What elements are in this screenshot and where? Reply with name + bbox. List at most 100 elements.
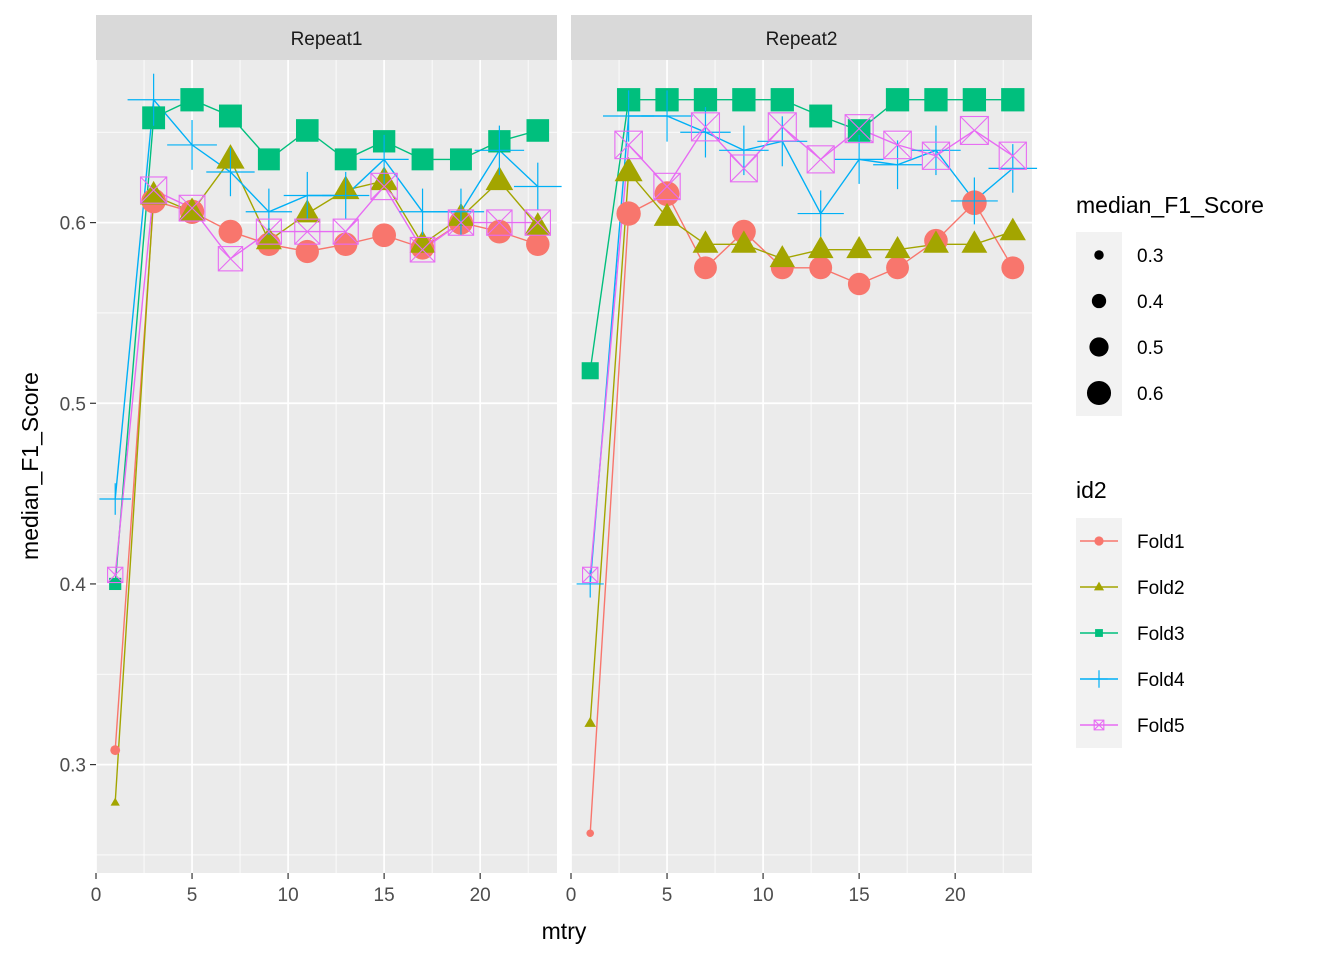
point-fold3 bbox=[581, 362, 599, 380]
x-tick-label: 15 bbox=[849, 885, 870, 906]
color-legend-key bbox=[1093, 719, 1105, 731]
color-legend-key bbox=[1094, 536, 1104, 546]
point-fold4 bbox=[513, 162, 562, 211]
color-legend-keys bbox=[1080, 536, 1118, 731]
panel-repeat1: Repeat1 0 5 10 15 20 bbox=[91, 15, 562, 906]
point-fold3 bbox=[180, 88, 204, 112]
point-fold2 bbox=[485, 166, 514, 191]
point-fold5 bbox=[844, 114, 874, 144]
point-fold2 bbox=[653, 202, 681, 226]
point-fold2 bbox=[961, 230, 988, 253]
plot-area-repeat1 bbox=[96, 60, 557, 873]
point-fold3 bbox=[962, 88, 987, 112]
x-tick-label: 10 bbox=[753, 885, 774, 906]
point-fold4 bbox=[873, 140, 922, 190]
point-fold1 bbox=[616, 201, 641, 226]
point-fold2 bbox=[807, 235, 834, 259]
point-fold3 bbox=[732, 88, 756, 112]
point-fold5 bbox=[524, 209, 551, 236]
size-legend-title: median_F1_Score bbox=[1076, 192, 1264, 218]
point-fold3 bbox=[411, 148, 434, 171]
x-tick-label: 20 bbox=[470, 885, 491, 906]
x-tick-label: 10 bbox=[278, 885, 299, 906]
point-fold2 bbox=[409, 230, 436, 253]
color-legend-label-fold3: Fold3 bbox=[1137, 624, 1185, 645]
x-ticks-repeat2: 0 5 10 15 20 bbox=[566, 873, 966, 906]
point-fold5 bbox=[582, 566, 599, 584]
x-tick-label: 0 bbox=[566, 885, 577, 906]
plot-area-repeat2 bbox=[571, 60, 1032, 873]
size-legend-label-2: 0.5 bbox=[1137, 338, 1163, 359]
color-legend-key bbox=[1090, 670, 1108, 688]
point-fold1 bbox=[372, 223, 397, 248]
point-fold5 bbox=[255, 218, 282, 245]
point-fold1 bbox=[654, 181, 680, 207]
point-fold4 bbox=[99, 483, 131, 515]
point-fold2 bbox=[769, 245, 796, 268]
point-fold5 bbox=[998, 141, 1027, 170]
point-fold5 bbox=[690, 112, 721, 142]
point-fold5 bbox=[729, 154, 758, 183]
point-fold2 bbox=[584, 716, 597, 727]
panel-repeat2: Repeat2 0 5 10 15 20 bbox=[566, 15, 1038, 906]
series-points-repeat1 bbox=[99, 73, 562, 806]
point-fold5 bbox=[883, 130, 912, 160]
size-legend-key bbox=[1089, 337, 1109, 357]
point-fold5 bbox=[447, 209, 475, 236]
strip-label-repeat2: Repeat2 bbox=[766, 29, 838, 50]
point-fold5 bbox=[217, 246, 244, 272]
y-tick-label: 0.4 bbox=[60, 575, 87, 596]
point-fold2 bbox=[846, 235, 872, 259]
point-fold4 bbox=[911, 125, 961, 176]
point-fold4 bbox=[988, 144, 1038, 193]
size-legend-label-0: 0.3 bbox=[1137, 246, 1163, 267]
point-fold2 bbox=[110, 797, 120, 806]
size-legend-key bbox=[1091, 293, 1107, 309]
point-fold1 bbox=[218, 219, 243, 244]
point-fold2 bbox=[730, 230, 757, 253]
series-points-repeat2 bbox=[576, 88, 1038, 838]
y-axis-title: median_F1_Score bbox=[17, 372, 43, 560]
point-fold2 bbox=[923, 230, 949, 253]
point-fold5 bbox=[409, 236, 436, 263]
point-fold1 bbox=[886, 256, 909, 280]
size-legend-keys bbox=[1086, 250, 1112, 406]
point-fold4 bbox=[719, 125, 769, 176]
color-legend-key bbox=[1093, 581, 1105, 591]
y-tick-label: 0.6 bbox=[60, 214, 86, 235]
x-tick-label: 5 bbox=[187, 885, 198, 906]
x-tick-label: 5 bbox=[662, 885, 673, 906]
color-legend-label-fold5: Fold5 bbox=[1137, 716, 1185, 737]
strip-repeat2 bbox=[571, 15, 1032, 60]
color-legend-title: id2 bbox=[1076, 477, 1107, 503]
point-fold1 bbox=[487, 219, 512, 244]
point-fold4 bbox=[127, 73, 180, 126]
x-axis-title: mtry bbox=[542, 918, 587, 944]
point-fold1 bbox=[110, 745, 121, 756]
point-fold4 bbox=[474, 125, 525, 176]
size-legend-label-1: 0.4 bbox=[1137, 292, 1164, 313]
point-fold4 bbox=[322, 171, 370, 220]
size-legend-key bbox=[1086, 380, 1112, 406]
y-ticks: 0.3 0.4 0.5 0.6 bbox=[60, 214, 96, 777]
point-fold5 bbox=[959, 115, 989, 145]
point-fold3 bbox=[109, 577, 122, 591]
point-fold5 bbox=[294, 218, 321, 245]
point-fold3 bbox=[295, 119, 319, 142]
y-tick-label: 0.5 bbox=[60, 394, 86, 415]
point-fold5 bbox=[178, 194, 206, 222]
point-fold5 bbox=[332, 218, 359, 245]
point-fold5 bbox=[921, 141, 951, 170]
point-fold1 bbox=[847, 272, 871, 296]
point-fold4 bbox=[680, 107, 731, 158]
point-fold2 bbox=[255, 226, 282, 250]
point-fold5 bbox=[107, 566, 124, 584]
point-fold3 bbox=[770, 88, 794, 112]
point-fold2 bbox=[614, 157, 643, 182]
grid-repeat1 bbox=[95, 60, 557, 873]
x-tick-label: 20 bbox=[945, 885, 966, 906]
point-fold4 bbox=[167, 120, 217, 170]
point-fold1 bbox=[295, 239, 319, 264]
point-fold3 bbox=[809, 104, 833, 128]
